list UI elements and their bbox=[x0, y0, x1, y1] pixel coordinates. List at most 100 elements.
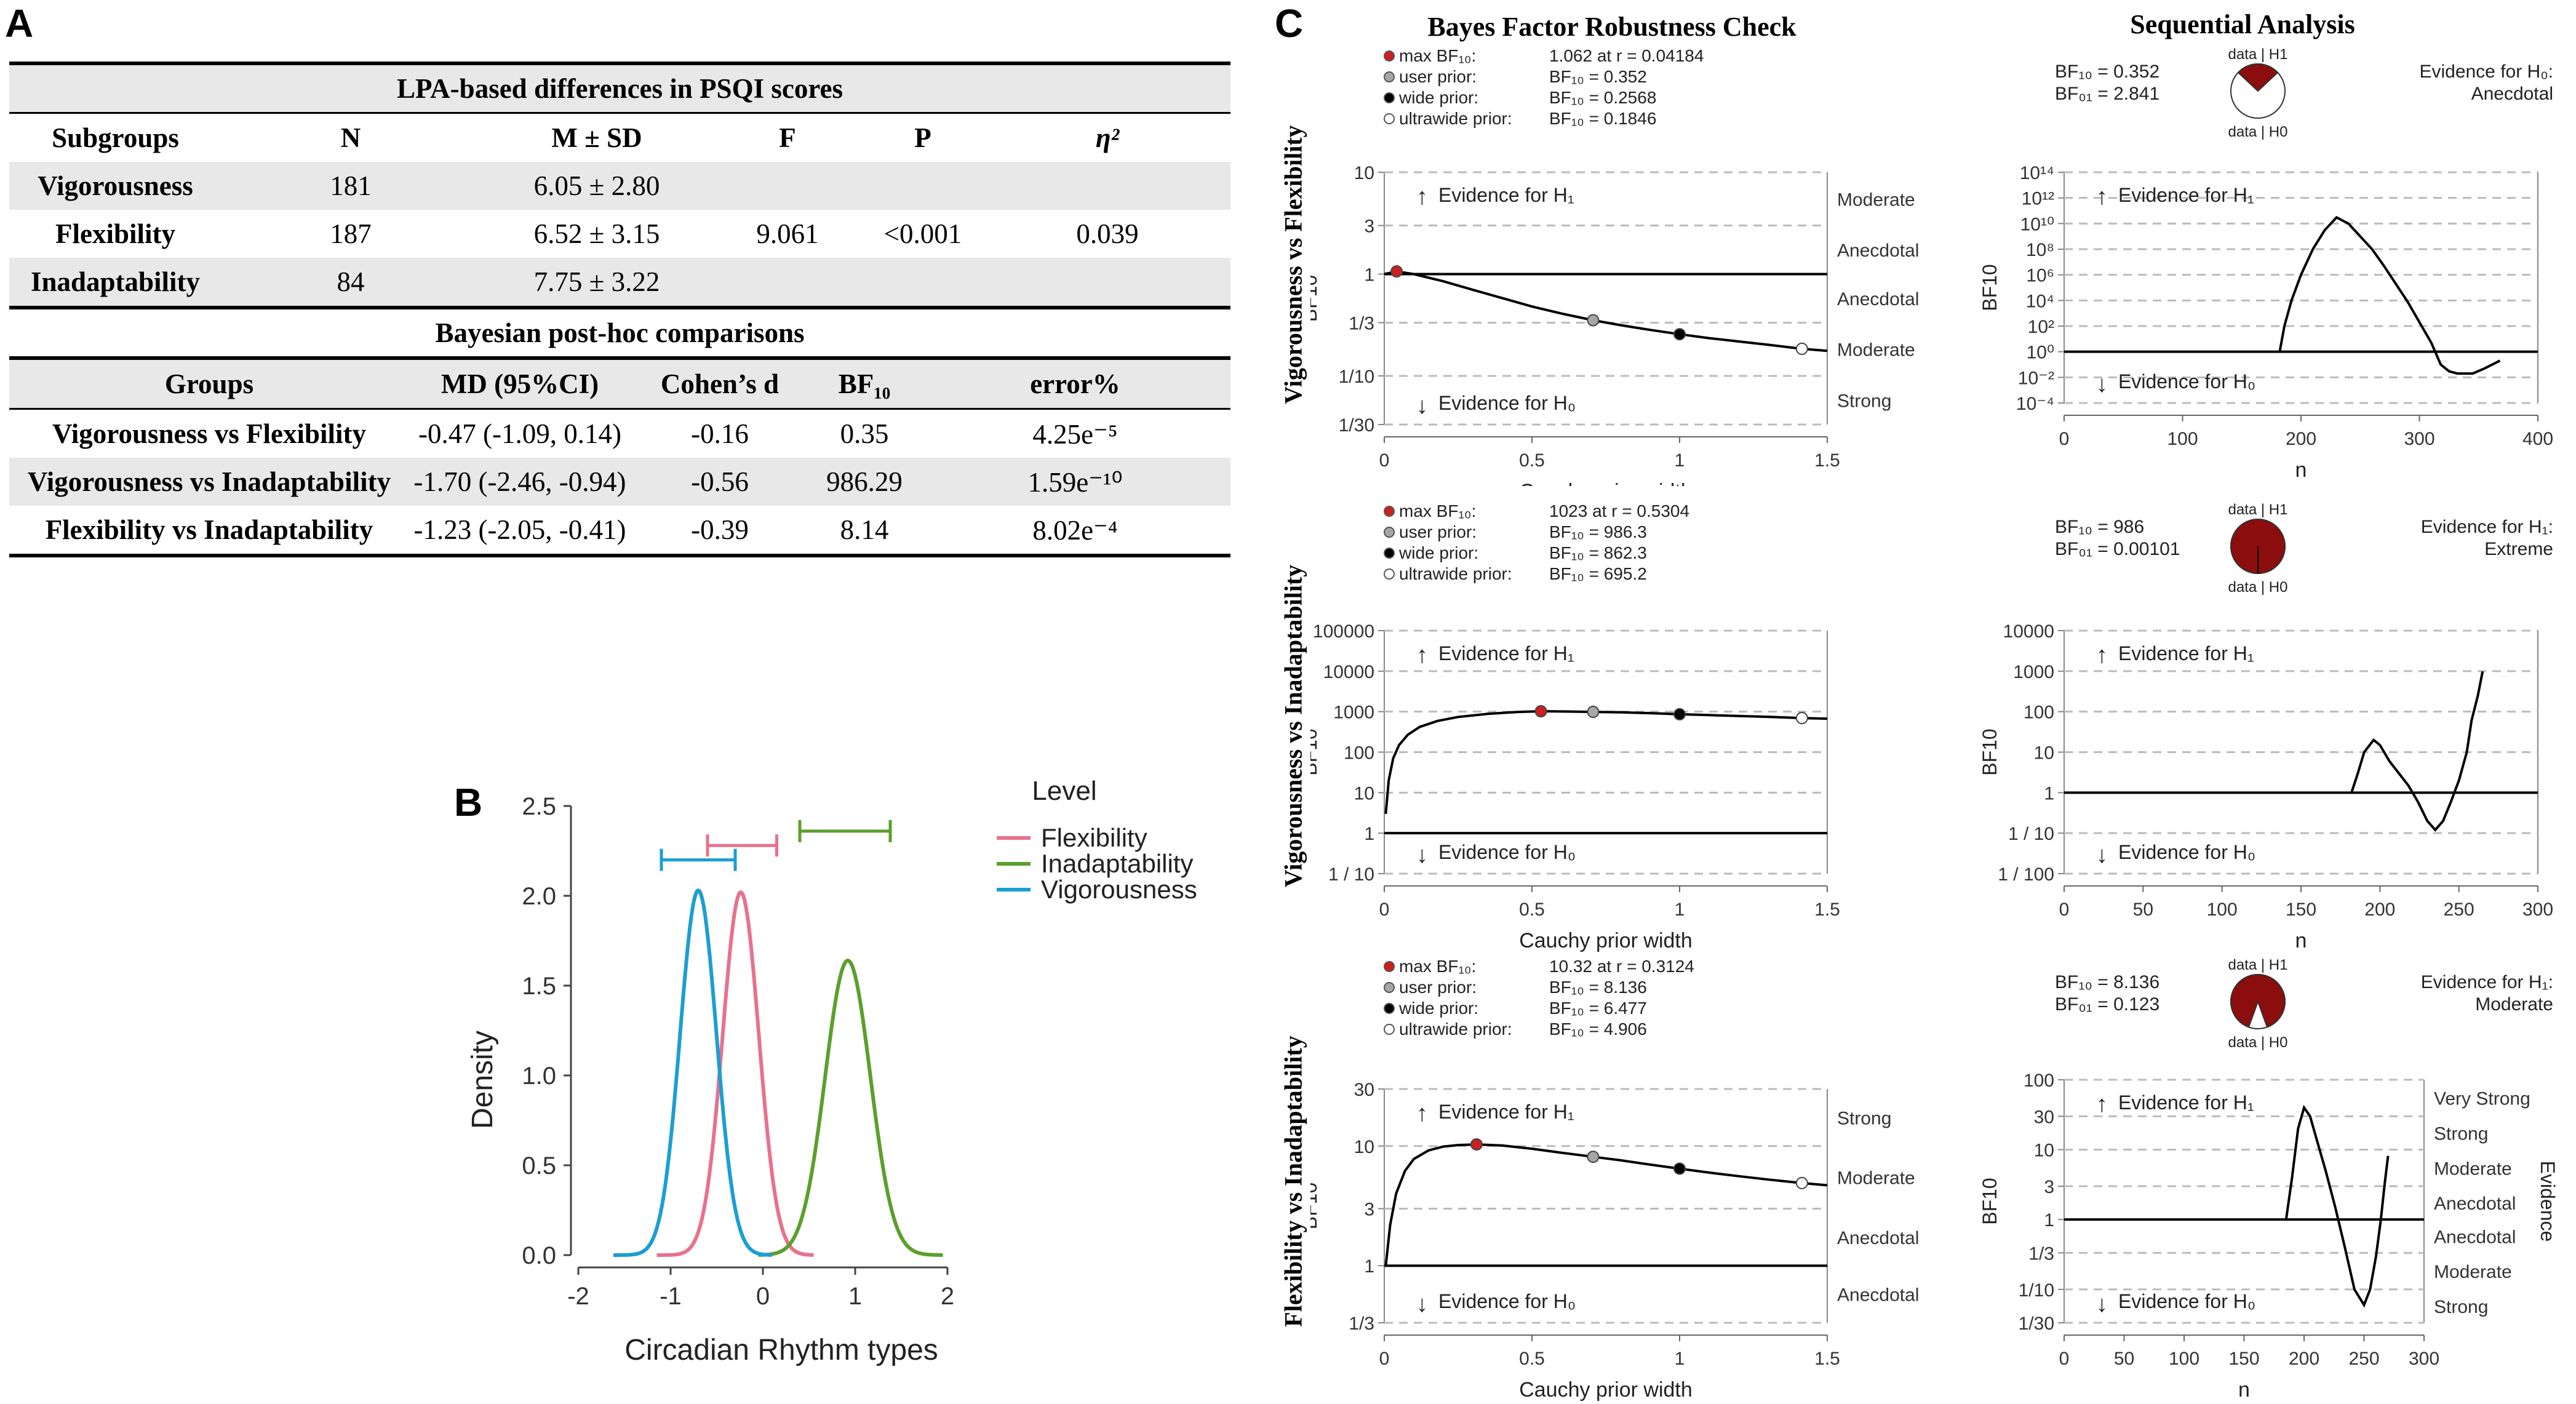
legend-point-ultrawide-prior-point bbox=[1384, 113, 1395, 124]
legend-point-max-bf-point bbox=[1384, 506, 1395, 517]
evidence-h1-label: Evidence for H₁ bbox=[1438, 1101, 1574, 1123]
evidence-h1-label: Evidence for H₁ bbox=[2118, 184, 2254, 206]
y-tick-label: 1 bbox=[1364, 1256, 1374, 1277]
evidence-h0-label: Evidence for H₀ bbox=[1438, 841, 1576, 863]
y-tick-label: 10 bbox=[2034, 1141, 2054, 1161]
x-tick-label: 100 bbox=[2167, 429, 2198, 449]
y-tick-label: 10 bbox=[1354, 163, 1374, 183]
x-tick-label: 0.5 bbox=[1519, 899, 1545, 920]
table-cell: 0.35 bbox=[840, 418, 889, 449]
bf10-value: BF₁₀ = 986 bbox=[2055, 517, 2144, 537]
x-tick-label: 1 bbox=[848, 1283, 862, 1310]
table-cell: -1.70 (-2.46, -0.94) bbox=[409, 458, 631, 506]
user-prior-point bbox=[1587, 314, 1600, 327]
col-header-eta: η² bbox=[1095, 122, 1120, 153]
y-tick-label: 100 bbox=[1344, 743, 1374, 764]
table-cell bbox=[984, 162, 1230, 210]
y-tick-label: 30 bbox=[1354, 1080, 1374, 1100]
legend-label: Vigorousness bbox=[1041, 875, 1197, 904]
x-axis-label: n bbox=[2295, 458, 2307, 482]
down-arrow-icon: ↓ bbox=[1416, 393, 1428, 419]
wide-prior-point bbox=[1673, 708, 1686, 720]
evidence-h1-label: Evidence for H₁ bbox=[1438, 642, 1574, 664]
x-tick-label: 1 bbox=[1675, 450, 1685, 471]
y-tick-label: 10000 bbox=[2003, 621, 2054, 642]
max-bf-point bbox=[1470, 1138, 1483, 1151]
y-tick-label: 1000 bbox=[1333, 703, 1374, 723]
robustness-title: Bayes Factor Robustness Check bbox=[1427, 12, 1796, 42]
table-cell: -0.47 (-1.09, 0.14) bbox=[418, 418, 621, 449]
table-cell: Flexibility bbox=[55, 218, 175, 249]
legend-point-wide-prior-point bbox=[1384, 1003, 1395, 1014]
up-arrow-icon: ↑ bbox=[2096, 642, 2108, 668]
legend-value: BF₁₀ = 0.2568 bbox=[1549, 88, 1656, 107]
evidence-summary-value: Anecdotal bbox=[2471, 84, 2553, 104]
col-header-groups: Groups bbox=[9, 358, 409, 410]
table-row: Vigorousness 181 6.05 ± 2.80 bbox=[9, 162, 1230, 210]
pie-h1-slice bbox=[2230, 974, 2286, 1028]
y-tick-label: 1 / 10 bbox=[1328, 864, 1374, 885]
legend-key: max BF₁₀: bbox=[1399, 957, 1476, 976]
y-tick-label: 1 bbox=[2044, 1210, 2054, 1230]
pie-label-h0: data | H0 bbox=[2228, 1034, 2288, 1051]
y-tick-label: 10¹⁰ bbox=[2020, 214, 2054, 234]
evidence-category-label: Strong bbox=[1837, 1108, 1891, 1128]
x-tick-label: 1.5 bbox=[1814, 450, 1840, 471]
panel-label-c: C bbox=[1275, 1, 1304, 46]
evidence-h0-label: Evidence for H₀ bbox=[1438, 392, 1576, 414]
y-tick-label: 1.0 bbox=[522, 1063, 556, 1090]
y-tick-label: 2.0 bbox=[522, 883, 556, 910]
bf10-value: BF₁₀ = 0.352 bbox=[2055, 62, 2159, 82]
table-cell: 6.05 ± 2.80 bbox=[480, 162, 714, 210]
y-tick-label: 10⁴ bbox=[2026, 291, 2054, 311]
table-cell: -1.23 (-2.05, -0.41) bbox=[409, 506, 631, 557]
y-tick-label: 1 / 10 bbox=[2008, 824, 2054, 844]
x-tick-label: 0 bbox=[1379, 450, 1390, 471]
table-cell bbox=[714, 162, 861, 210]
y-tick-label: 10⁻⁴ bbox=[2016, 394, 2054, 414]
y-tick-label: 100 bbox=[2024, 703, 2054, 723]
evidence-summary-label: Evidence for H₀: bbox=[2419, 62, 2553, 82]
legend-value: BF₁₀ = 4.906 bbox=[1549, 1019, 1647, 1039]
legend-value: BF₁₀ = 862.3 bbox=[1549, 543, 1647, 562]
evidence-category-label: Moderate bbox=[1837, 1168, 1915, 1189]
x-tick-label: 100 bbox=[2169, 1349, 2199, 1369]
evidence-category-label: Strong bbox=[2434, 1297, 2488, 1317]
legend-point-ultrawide-prior-point bbox=[1384, 1024, 1395, 1035]
col-header-cohen: Cohen’s d bbox=[631, 358, 809, 410]
table-cell: Flexibility vs Inadaptability bbox=[9, 506, 409, 557]
x-tick-label: -1 bbox=[660, 1283, 682, 1310]
y-tick-label: 10⁶ bbox=[2026, 266, 2054, 286]
evidence-h0-label: Evidence for H₀ bbox=[2118, 841, 2255, 863]
y-tick-label: 0.0 bbox=[522, 1242, 556, 1269]
psqi-table: LPA-based differences in PSQI scores Sub… bbox=[9, 62, 1230, 557]
x-tick-label: 150 bbox=[2286, 899, 2316, 920]
legend-title: Level bbox=[1032, 776, 1096, 806]
x-axis-label: Cauchy prior width bbox=[1519, 1378, 1693, 1402]
up-arrow-icon: ↑ bbox=[2096, 1091, 2108, 1117]
legend-point-user-prior-point bbox=[1384, 527, 1395, 538]
y-tick-label: 1/3 bbox=[1349, 313, 1374, 333]
table-row: Flexibility vs Inadaptability -1.23 (-2.… bbox=[9, 506, 1230, 557]
pie-h1-slice bbox=[2237, 63, 2279, 92]
x-tick-label: 0 bbox=[2059, 1349, 2070, 1369]
y-tick-label: 10000 bbox=[1323, 662, 1374, 682]
y-tick-label: 100000 bbox=[1313, 621, 1374, 642]
legend-point-user-prior-point bbox=[1384, 982, 1395, 993]
table-cell: Vigorousness vs Flexibility bbox=[52, 418, 367, 449]
y-tick-label: 10¹⁴ bbox=[2020, 163, 2054, 183]
x-tick-label: 100 bbox=[2207, 899, 2238, 920]
bf01-value: BF₀₁ = 0.123 bbox=[2055, 994, 2159, 1015]
legend-key: user prior: bbox=[1399, 522, 1477, 541]
legend-value: BF₁₀ = 695.2 bbox=[1549, 564, 1647, 583]
legend-value: BF₁₀ = 986.3 bbox=[1549, 522, 1647, 541]
x-axis-label: n bbox=[2295, 929, 2307, 952]
up-arrow-icon: ↑ bbox=[1416, 1101, 1428, 1127]
y-axis-label: BF10 bbox=[1979, 264, 2001, 311]
evidence-h1-label: Evidence for H₁ bbox=[2118, 642, 2254, 664]
evidence-h1-label: Evidence for H₁ bbox=[2118, 1091, 2254, 1114]
table-cell: 986.29 bbox=[809, 458, 920, 506]
